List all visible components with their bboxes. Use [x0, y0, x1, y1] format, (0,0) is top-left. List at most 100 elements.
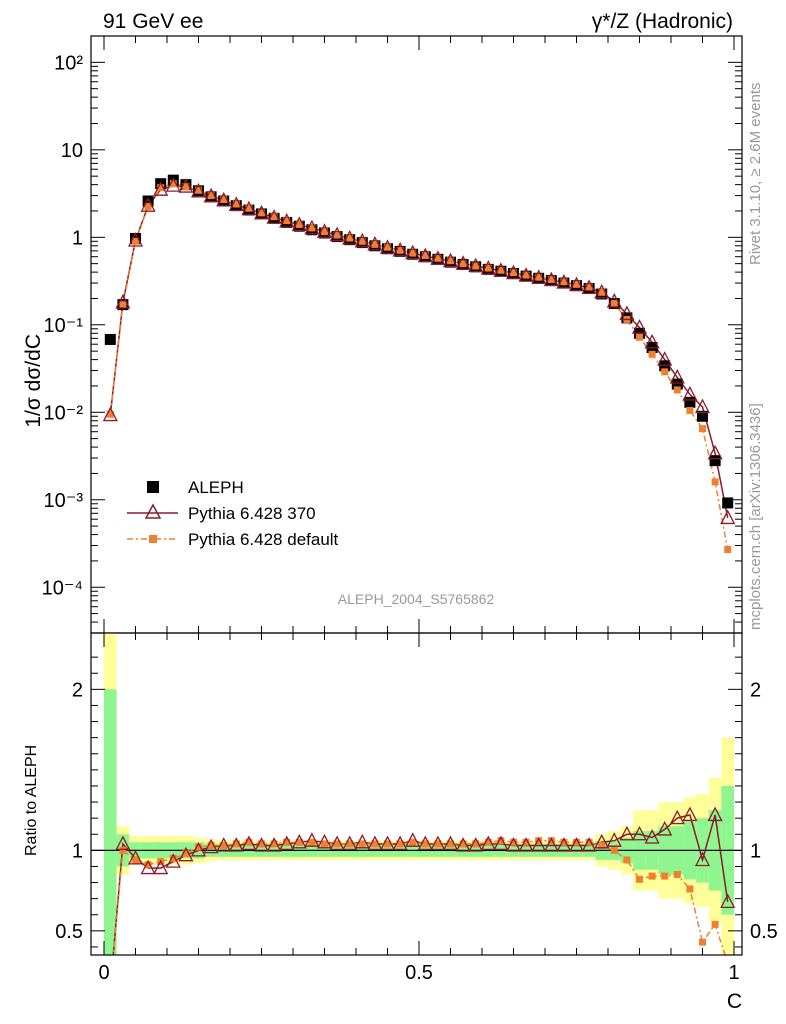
- aleph-data-point: [104, 333, 116, 345]
- main-y-tick-label: 10⁻⁴: [42, 577, 83, 599]
- pythia-default-point: [598, 288, 606, 296]
- rivet-version-label: Rivet 3.1.10, ≥ 2.6M events: [747, 83, 764, 266]
- pythia-370-point: [279, 212, 295, 228]
- ratio-pythia-370-point: [468, 837, 484, 852]
- ratio-pythia-default-point: [434, 840, 442, 848]
- aleph-data-point: [684, 396, 696, 408]
- pythia-default-point: [333, 231, 341, 239]
- pythia-370-point: [606, 293, 622, 308]
- pythia-370-point: [379, 239, 396, 254]
- pythia-370-point: [165, 177, 181, 192]
- main-y-tick-label: 10: [61, 140, 83, 162]
- pythia-default-point: [106, 410, 114, 418]
- ratio-pythia-default-point: [132, 856, 139, 864]
- ratio-pythia-370-point: [669, 809, 685, 825]
- ratio-pythia-default-point: [699, 938, 706, 946]
- ratio-pythia-default-point: [308, 838, 316, 846]
- pythia-370-point: [228, 196, 244, 211]
- pythia-370-point: [127, 232, 144, 247]
- pythia-370-point: [468, 257, 484, 273]
- aleph-data-point: [697, 410, 708, 422]
- main-y-axis-label-text: 1/σ dσ/dC: [22, 334, 45, 428]
- ratio-pythia-default-point: [686, 885, 694, 893]
- ratio-pythia-default-point: [270, 840, 278, 848]
- pythia-370-point: [442, 252, 459, 268]
- ratio-pythia-default-point: [598, 842, 606, 850]
- pythia-default-point: [144, 202, 152, 210]
- ratio-panel: 0.5 0.5 1 1 2 2 0 0.5 1 Ratio to ALEPH C: [23, 632, 778, 1013]
- pythia-default-point: [661, 368, 669, 376]
- ratio-pythia-370-point: [455, 837, 471, 852]
- ratio-pythia-370-point: [304, 832, 320, 847]
- pythia-default-point: [132, 237, 139, 245]
- ratio-pythia-370-point: [694, 851, 711, 867]
- ratio-pythia-370-point: [379, 835, 396, 851]
- ratio-pythia-370-point: [631, 825, 648, 841]
- pythia-370-point: [140, 197, 156, 212]
- pythia-default-point: [459, 260, 467, 268]
- ratio-pythia-default-point: [459, 840, 467, 848]
- ratio-pythia-370-point: [430, 835, 446, 851]
- ratio-pythia-default-point: [333, 840, 341, 848]
- ratio-pythia-default-point: [636, 875, 643, 883]
- ratio-uncertainty-bands: [91, 633, 742, 955]
- pythia-default-point: [283, 217, 291, 225]
- pythia-370-point: [304, 219, 320, 235]
- pythia-default-point: [232, 200, 240, 208]
- ratio-y-tick-label-right: 2: [750, 679, 761, 701]
- ratio-pythia-370-point: [442, 835, 459, 851]
- aleph-data-point: [659, 360, 671, 372]
- ratio-pythia-370-point: [556, 837, 572, 852]
- ratio-pythia-default-point: [447, 840, 454, 848]
- ratio-y-tick-label-right: 1: [750, 840, 761, 862]
- ratio-pythia-default-point: [384, 840, 391, 848]
- legend-label-pythia-370: Pythia 6.428 370: [188, 504, 316, 523]
- pythia-default-point: [484, 264, 492, 272]
- inner-uncertainty-band: [104, 689, 117, 955]
- ratio-pythia-370-point: [342, 835, 358, 851]
- aleph-data-point: [671, 378, 683, 390]
- pythia-default-point: [686, 406, 694, 414]
- main-panel: 10² 10 1 10⁻¹ 10⁻² 10⁻³ 10⁻⁴ ALEPH_2004_S57658…: [22, 35, 743, 634]
- pythia-370-point: [203, 187, 219, 203]
- pythia-default-point: [421, 251, 429, 259]
- pythia-default-point: [585, 283, 593, 291]
- ratio-pythia-370-point: [405, 832, 421, 847]
- pythia-default-point: [610, 300, 618, 308]
- pythia-370-point: [631, 319, 648, 334]
- ratio-pythia-default-point: [169, 854, 177, 862]
- ratio-y-tick-label: 1: [72, 840, 83, 862]
- ratio-pythia-370-point: [581, 837, 597, 852]
- pythia-370-point: [455, 255, 471, 270]
- ratio-pythia-default-point: [195, 843, 202, 851]
- ratio-pythia-370-point: [657, 821, 673, 836]
- pythia-370-point: [266, 209, 282, 224]
- ratio-pythia-default-point: [258, 840, 265, 848]
- ratio-pythia-default-point: [409, 838, 417, 846]
- ratio-pythia-370-point: [417, 835, 433, 851]
- ratio-pythia-370-point: [682, 806, 698, 822]
- ratio-pythia-default-point: [245, 838, 253, 846]
- pythia-370-point: [291, 216, 307, 231]
- pythia-default-point: [258, 209, 265, 217]
- ratio-pythia-default-point: [535, 837, 543, 845]
- pythia-default-point: [295, 221, 303, 229]
- ratio-pythia-default-point: [396, 840, 404, 848]
- pythia-default-point: [560, 278, 568, 286]
- ratio-pythia-370-point: [493, 835, 509, 851]
- pythia-370-point: [581, 279, 597, 294]
- ratio-pythia-370-point: [190, 841, 207, 857]
- ratio-pythia-370-point: [279, 835, 295, 851]
- ratio-pythia-370-point: [531, 837, 547, 852]
- pythia-370-point: [392, 241, 408, 257]
- main-plot-area: [102, 174, 736, 554]
- pythia-370-point: [669, 369, 685, 384]
- main-y-axis: 10² 10 1 10⁻¹ 10⁻² 10⁻³ 10⁻⁴: [42, 35, 742, 634]
- ratio-pythia-370-point: [543, 837, 559, 852]
- pythia-default-point: [358, 237, 366, 245]
- pythia-370-point: [694, 398, 711, 414]
- ratio-pythia-default-point: [232, 840, 240, 848]
- pythia-default-point: [547, 275, 555, 283]
- ratio-y-tick-label: 2: [72, 679, 83, 701]
- ratio-y-tick-label-right: 0.5: [750, 921, 778, 943]
